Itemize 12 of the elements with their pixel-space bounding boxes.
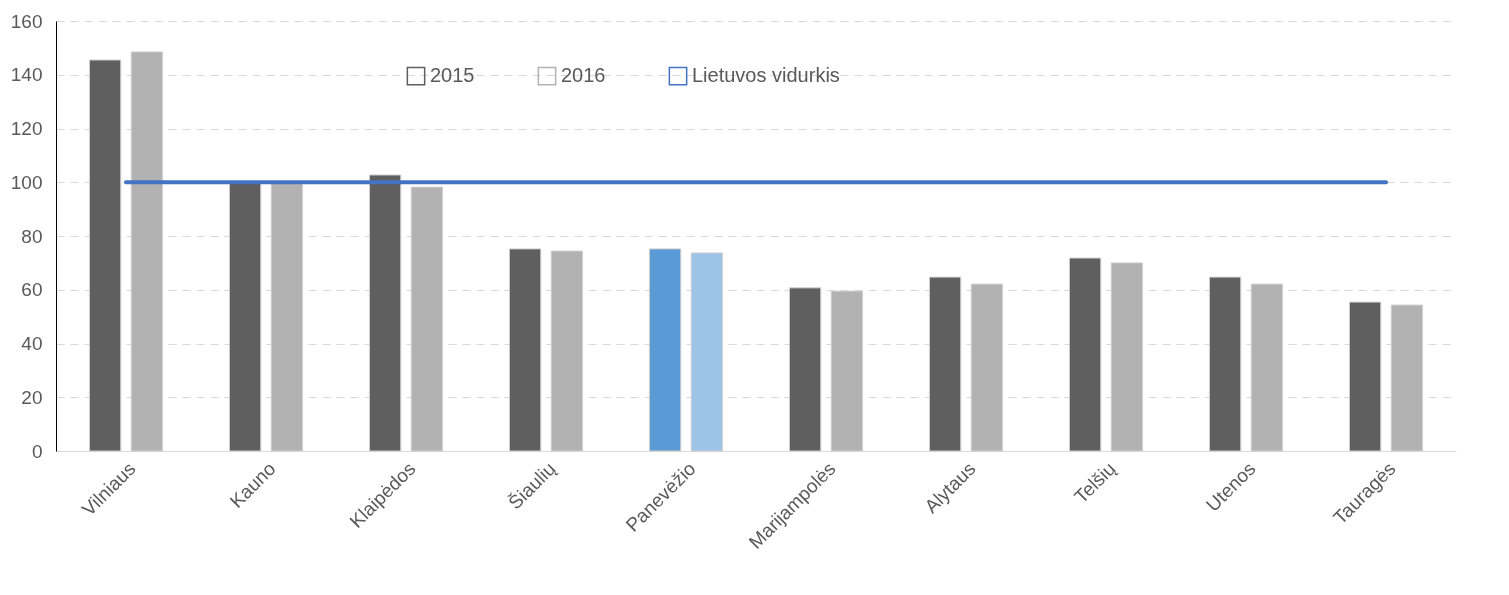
y-tick-label: 100 (10, 171, 43, 193)
y-tick-label: 160 (10, 10, 43, 32)
y-tick-label: 0 (31, 440, 43, 462)
legend-label: 2016 (561, 64, 606, 87)
y-tick-label: 140 (10, 64, 43, 86)
y-tick-label: 60 (21, 279, 43, 301)
legend-label: 2015 (430, 64, 475, 87)
y-tick-label: 120 (10, 118, 43, 139)
y-tick-label: 40 (21, 333, 43, 354)
y-tick-label: 20 (21, 386, 43, 408)
legend-label: Lietuvos vidurkis (692, 64, 840, 87)
y-tick-label: 80 (21, 225, 43, 247)
